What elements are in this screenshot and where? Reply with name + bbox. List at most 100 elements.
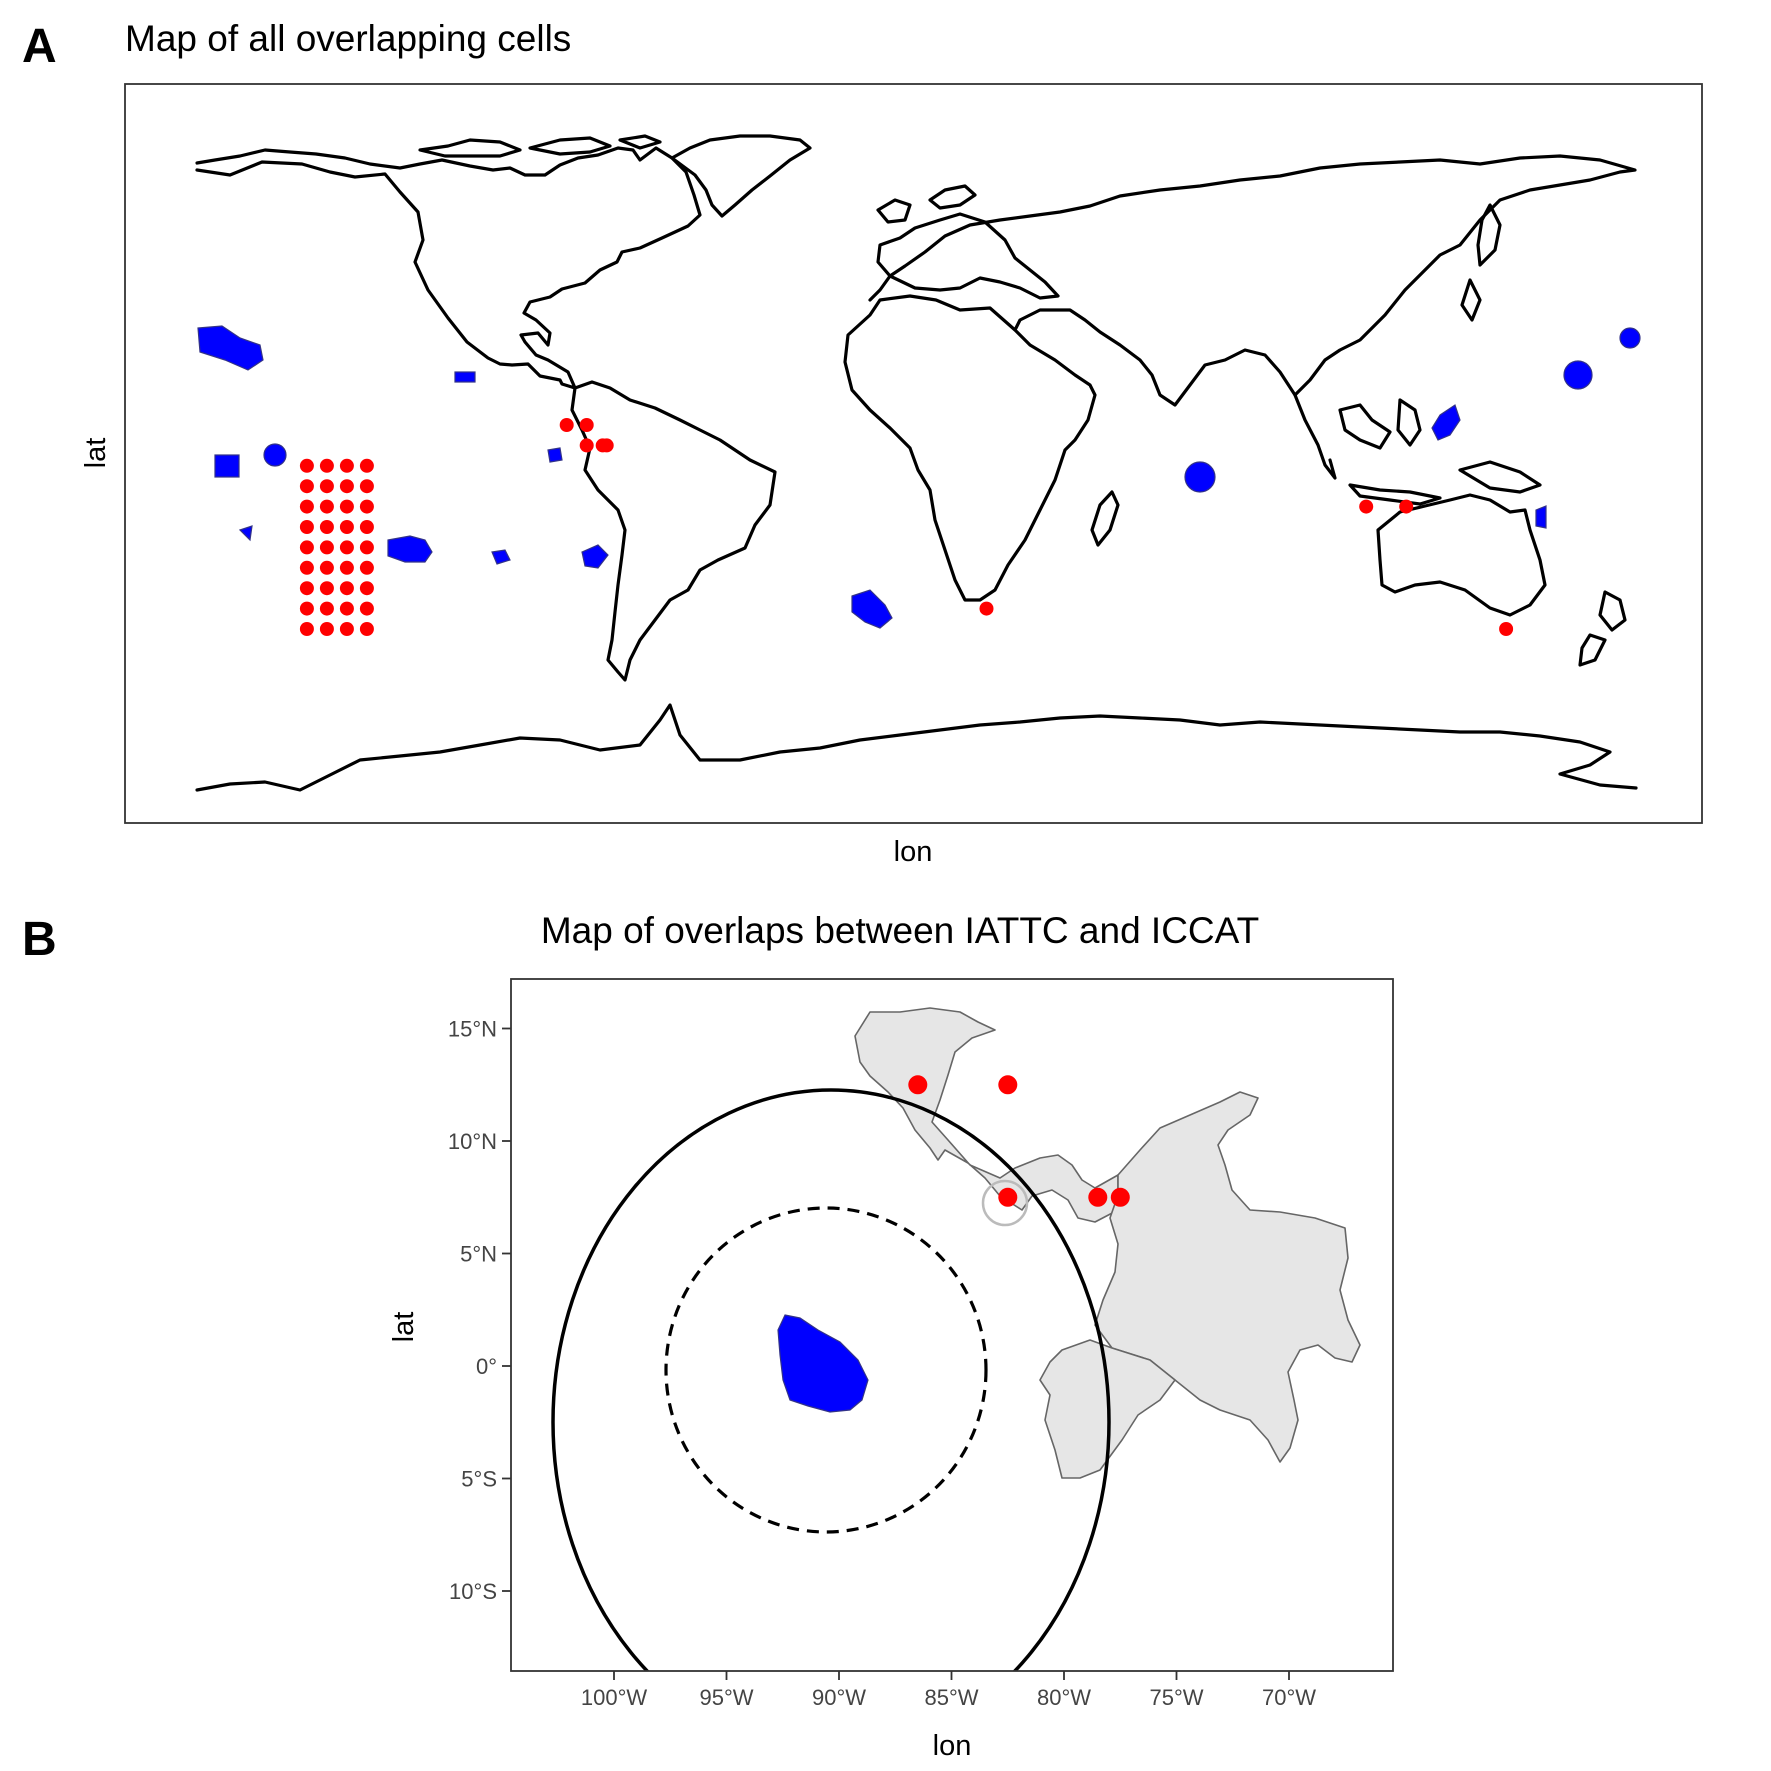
x-tick-label: 80°W — [1037, 1685, 1091, 1710]
overlap-point — [908, 1075, 928, 1095]
coastline-new-zealand — [1578, 590, 1627, 667]
coastline-antarctica — [195, 703, 1638, 792]
eez-galapagos — [777, 1314, 869, 1413]
inner-area-boundary-dashed — [664, 1206, 988, 1534]
overlap-point — [359, 560, 374, 575]
eez-polygons-world — [197, 325, 1641, 629]
overlap-point — [319, 622, 334, 636]
highlighted-point-circle — [981, 1179, 1029, 1227]
x-tick-label: 95°W — [699, 1685, 753, 1710]
overlap-point — [319, 479, 334, 494]
overlap-point — [359, 622, 374, 636]
coastline-greenland — [670, 134, 812, 218]
overlap-point — [1110, 1187, 1130, 1207]
overlap-point — [319, 520, 334, 534]
x-tick-label: 70°W — [1262, 1685, 1316, 1710]
overlap-point — [1499, 622, 1514, 636]
overlap-point — [339, 479, 354, 494]
overlap-point — [1088, 1187, 1108, 1207]
overlap-points-regional — [908, 1075, 1130, 1207]
overlap-point — [1399, 499, 1414, 514]
eez-pacific-2 — [214, 454, 240, 478]
overlap-point — [299, 601, 314, 616]
coastline-arctic-islands — [418, 134, 662, 158]
overlap-point — [359, 520, 374, 534]
x-tick-label: 75°W — [1149, 1685, 1203, 1710]
overlap-point — [299, 499, 314, 514]
overlap-point — [359, 479, 374, 494]
overlap-point — [339, 601, 354, 616]
overlap-point — [359, 540, 374, 555]
overlap-point — [339, 458, 354, 473]
eez-palau — [1431, 404, 1461, 441]
eez-west-pacific-3 — [1535, 505, 1547, 529]
overlap-point — [998, 1075, 1018, 1095]
eez-clipperton — [454, 371, 476, 383]
overlap-point — [299, 458, 314, 473]
panel-b-ticks: 100°W 95°W 90°W 85°W 80°W 75°W 70°W 15°N 10°N 5°N… — [448, 1017, 1316, 1711]
overlap-point — [579, 438, 594, 453]
overlap-point — [339, 581, 354, 596]
overlap-point — [339, 520, 354, 534]
panel-b-y-axis-title: lat — [388, 1312, 420, 1343]
overlap-point — [319, 581, 334, 596]
panel-b-map-content — [551, 1007, 1361, 1671]
overlap-point — [579, 418, 594, 432]
overlap-point — [299, 560, 314, 575]
y-tick-label: 5°S — [461, 1467, 497, 1492]
world-coastlines — [195, 134, 1638, 792]
overlap-point — [559, 418, 574, 432]
overlap-point — [339, 560, 354, 575]
coastline-japan — [1460, 203, 1502, 322]
overlap-point — [339, 540, 354, 555]
overlap-point — [359, 499, 374, 514]
overlap-point — [319, 601, 334, 616]
eez-pacific-1 — [263, 443, 287, 467]
panel-b-title: Map of overlaps between IATTC and ICCAT — [541, 910, 1259, 951]
overlap-point — [339, 499, 354, 514]
coastline-madagascar — [1090, 490, 1120, 547]
y-tick-label: 5°N — [460, 1242, 497, 1267]
overlap-point — [299, 581, 314, 596]
overlap-point — [319, 540, 334, 555]
eez-west-pacific-1 — [1563, 360, 1593, 390]
eez-galapagos-world — [547, 447, 563, 463]
overlap-point — [339, 622, 354, 636]
overlap-point — [319, 560, 334, 575]
eez-indian-ocean — [1184, 461, 1216, 493]
panel-a: A Map of all overlapping cells — [22, 18, 1703, 868]
eez-hawaii — [197, 325, 264, 371]
eez-west-pacific-2 — [1619, 327, 1641, 349]
y-tick-label: 15°N — [448, 1017, 497, 1042]
overlap-point — [299, 622, 314, 636]
eez-pacific-5 — [491, 549, 511, 565]
overlap-point — [359, 458, 374, 473]
overlap-point — [299, 479, 314, 494]
x-tick-label: 85°W — [924, 1685, 978, 1710]
y-tick-label: 10°N — [448, 1129, 497, 1154]
panel-b-x-axis-title: lon — [933, 1730, 972, 1762]
panel-a-title: Map of all overlapping cells — [125, 18, 571, 59]
coastline-southeast-asia — [1293, 393, 1542, 506]
overlap-point — [299, 540, 314, 555]
land-central-america — [854, 1007, 1119, 1223]
overlap-point — [359, 601, 374, 616]
overlap-point — [998, 1187, 1018, 1207]
overlap-point — [359, 581, 374, 596]
panel-a-letter: A — [22, 20, 57, 73]
x-tick-label: 100°W — [581, 1685, 648, 1710]
eez-tristan — [851, 589, 893, 629]
coastline-europe — [876, 184, 1060, 300]
overlap-point — [1359, 499, 1374, 514]
overlap-points-world — [299, 418, 1514, 636]
outer-area-boundary — [551, 1088, 1111, 1671]
eez-pacific-4 — [387, 535, 433, 563]
panel-a-x-axis-title: lon — [894, 836, 933, 868]
overlap-point — [319, 458, 334, 473]
overlap-point — [595, 438, 610, 453]
x-tick-label: 90°W — [812, 1685, 866, 1710]
panel-b: B Map of overlaps between IATTC and ICCA… — [22, 910, 1394, 1762]
overlap-point — [299, 520, 314, 534]
eez-pacific-6 — [581, 544, 609, 569]
